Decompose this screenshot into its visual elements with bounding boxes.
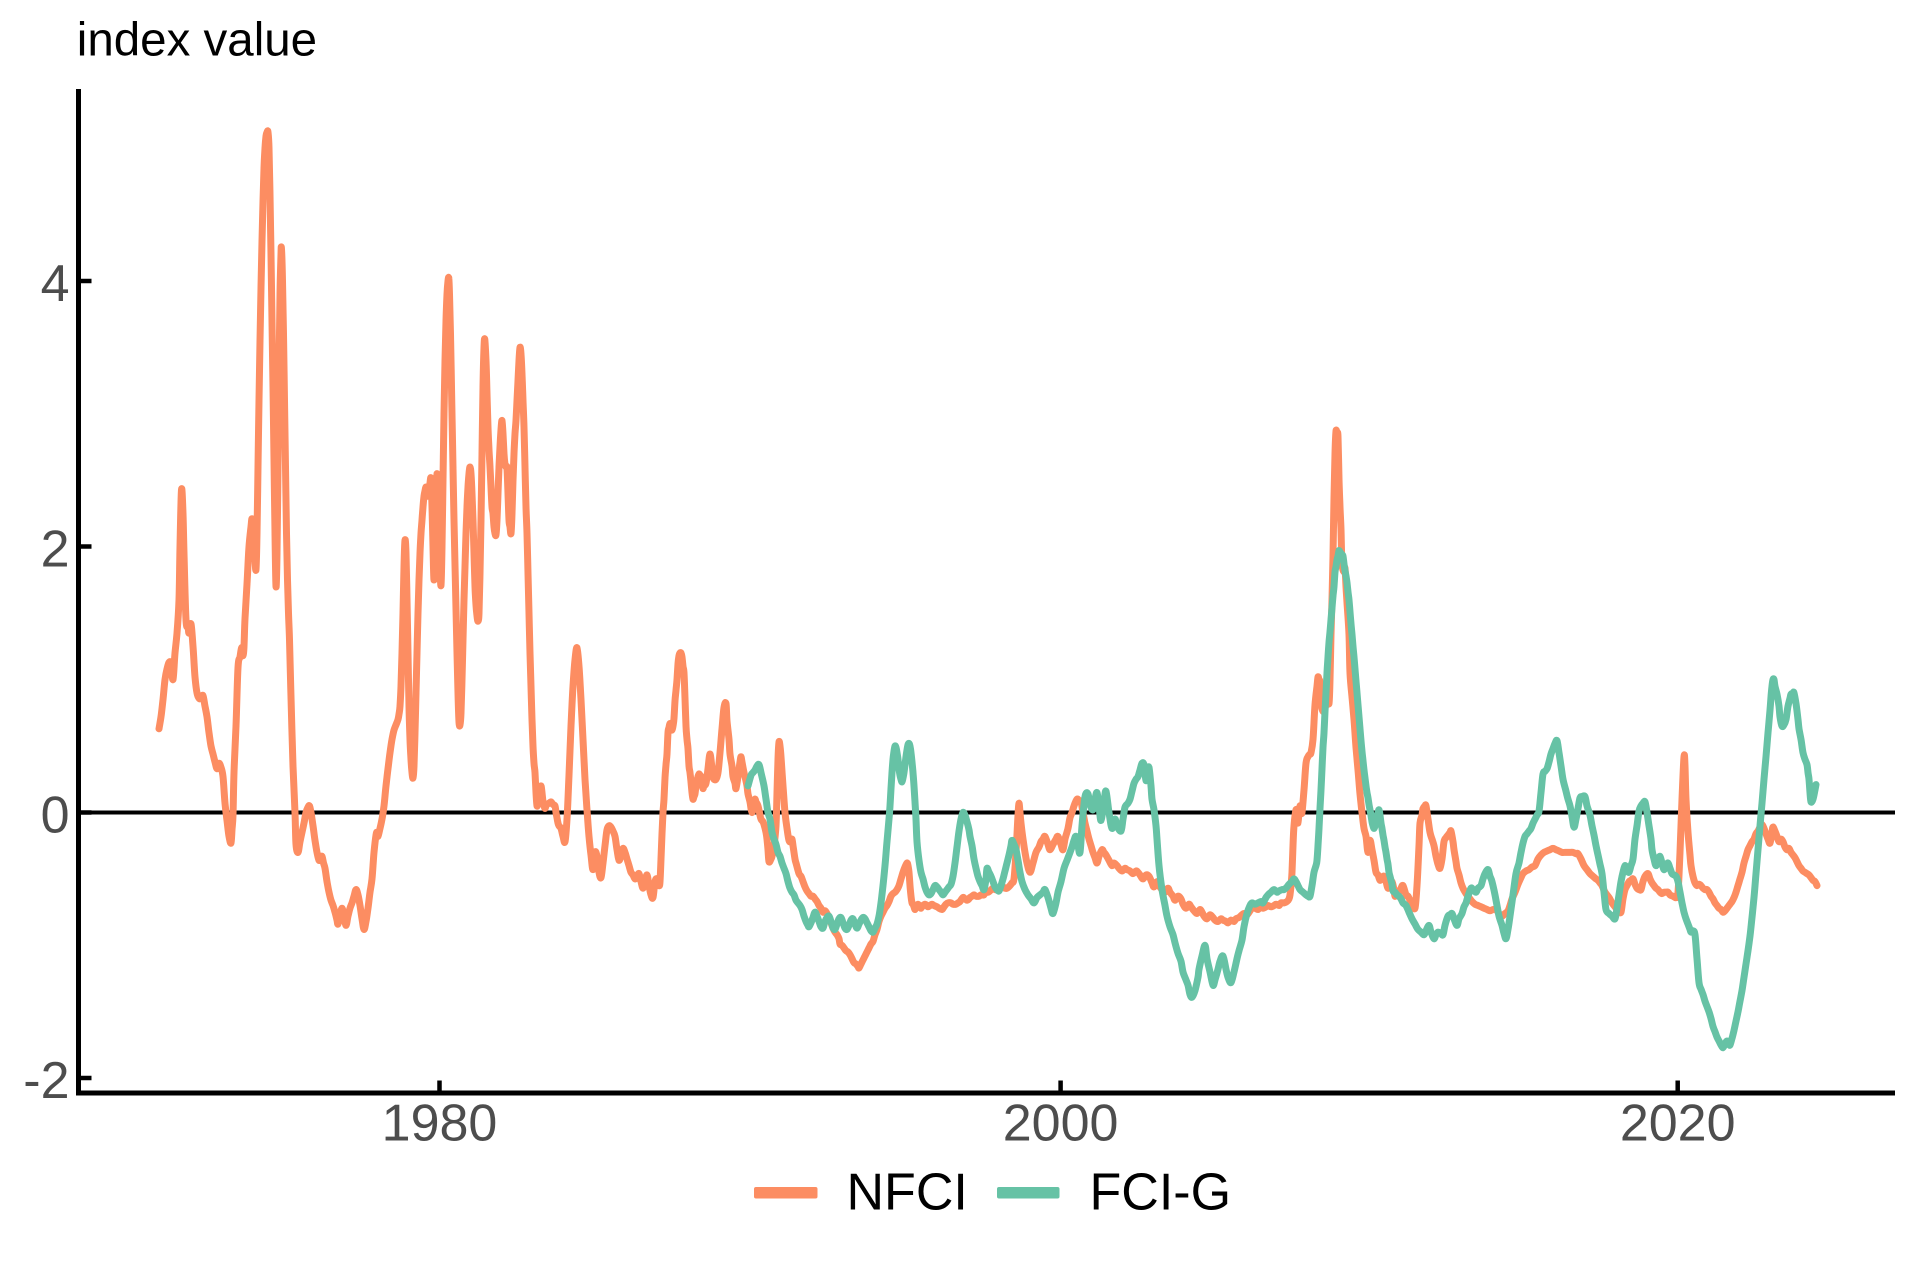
svg-text:-2: -2 [23, 1052, 69, 1110]
svg-text:2000: 2000 [1003, 1095, 1119, 1153]
svg-text:index value: index value [77, 14, 317, 67]
svg-text:1980: 1980 [382, 1095, 498, 1153]
svg-text:2: 2 [41, 521, 70, 579]
svg-text:NFCI: NFCI [847, 1164, 968, 1222]
svg-text:4: 4 [41, 255, 70, 313]
svg-text:0: 0 [41, 787, 70, 845]
svg-text:2020: 2020 [1620, 1095, 1736, 1153]
svg-text:FCI-G: FCI-G [1090, 1164, 1232, 1222]
